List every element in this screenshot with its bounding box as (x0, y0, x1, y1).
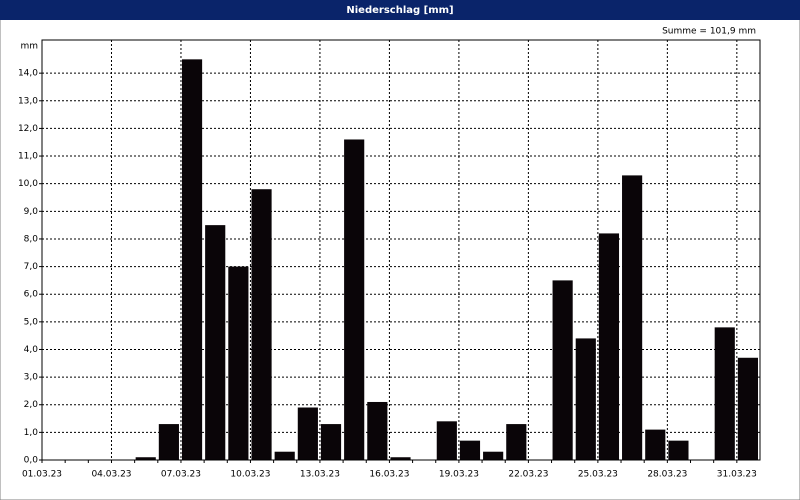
x-tick-label: 04.03.23 (91, 470, 131, 480)
bar (506, 424, 527, 460)
bar (459, 440, 481, 460)
bar (181, 59, 203, 461)
x-tick-label: 31.03.23 (717, 470, 757, 480)
y-tick-label: 9,0 (24, 207, 39, 217)
bar (668, 440, 689, 460)
y-tick-label: 12,0 (18, 124, 38, 134)
y-tick-label: 6,0 (24, 290, 39, 300)
x-tick-label: 28.03.23 (647, 470, 687, 480)
chart-title: Niederschlag [mm] (346, 5, 453, 16)
x-tick-label: 13.03.23 (300, 470, 340, 480)
annotation: Summe = 101,9 mm (662, 27, 756, 37)
y-tick-label: 11,0 (18, 152, 38, 162)
bar (737, 357, 758, 460)
y-tick-label: 4,0 (24, 345, 39, 355)
x-tick-label: 07.03.23 (161, 470, 201, 480)
bar (645, 429, 666, 460)
y-tick-label: 7,0 (24, 262, 39, 272)
plot-area (41, 39, 761, 461)
title-bar (0, 0, 800, 20)
x-tick-label: 16.03.23 (369, 470, 409, 480)
x-tick-label: 19.03.23 (439, 470, 479, 480)
y-tick-label: 10,0 (18, 179, 38, 189)
y-tick-label: 0,0 (24, 456, 39, 466)
y-axis-label: mm (20, 42, 38, 52)
bar (297, 407, 318, 460)
bar (598, 233, 620, 460)
bar (622, 175, 643, 461)
bar (575, 338, 596, 460)
bar (714, 327, 735, 460)
x-tick-label: 25.03.23 (578, 470, 618, 480)
y-tick-label: 13,0 (18, 96, 38, 106)
bar (483, 451, 504, 460)
y-tick-label: 8,0 (24, 234, 39, 244)
x-tick-label: 01.03.23 (22, 470, 62, 480)
bar (251, 189, 272, 461)
bar (158, 424, 179, 460)
y-tick-label: 3,0 (24, 373, 39, 383)
x-tick-label: 10.03.23 (230, 470, 270, 480)
bar (436, 421, 457, 460)
bar (344, 139, 365, 460)
bar (135, 457, 156, 460)
bar (320, 424, 342, 460)
bar (274, 451, 295, 460)
y-tick-label: 14,0 (18, 69, 38, 79)
x-tick-label: 22.03.23 (508, 470, 548, 480)
y-tick-label: 2,0 (24, 400, 39, 410)
bar (228, 266, 249, 460)
bar (552, 280, 573, 460)
y-tick-label: 5,0 (24, 317, 39, 327)
bar (205, 225, 226, 460)
bar (390, 457, 411, 460)
bar (367, 401, 388, 460)
y-tick-label: 1,0 (24, 428, 39, 438)
